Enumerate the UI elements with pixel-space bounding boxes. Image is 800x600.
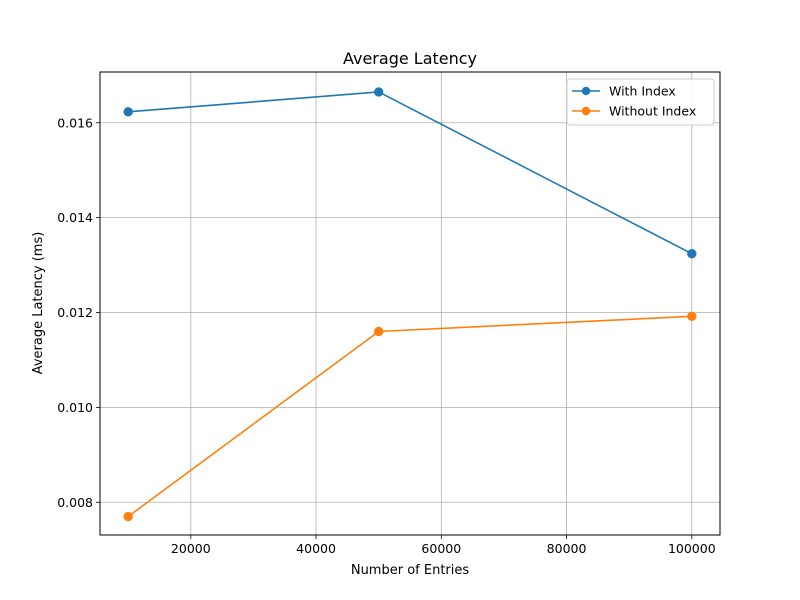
y-tick-label: 0.010 <box>57 400 93 415</box>
axis-ticks: 20000 40000 60000 80000 100000 0.008 0.010 0.01… <box>57 115 716 556</box>
data-point-with-index <box>373 87 384 97</box>
y-tick-label: 0.008 <box>57 495 93 510</box>
data-point-with-index <box>123 107 133 117</box>
y-axis-label: Average Latency (ms) <box>31 232 46 375</box>
legend-item-with-index: With Index <box>572 84 676 99</box>
data-point-with-index <box>687 248 697 259</box>
y-tick-label: 0.012 <box>57 305 93 320</box>
x-tick-label: 60000 <box>421 541 461 556</box>
legend-label: With Index <box>609 84 676 99</box>
data-point-without-index <box>373 326 384 337</box>
series-with-index <box>123 87 697 259</box>
x-axis-label: Number of Entries <box>351 563 470 578</box>
plot-frame <box>99 71 721 536</box>
x-tick-label: 100000 <box>668 541 716 556</box>
legend-swatch-marker <box>581 106 591 116</box>
legend-label: Without Index <box>609 104 696 119</box>
data-point-without-index <box>687 311 697 322</box>
x-tick-label: 80000 <box>547 541 587 556</box>
series-layer <box>123 87 697 522</box>
x-tick-label: 20000 <box>171 541 211 556</box>
legend-box <box>566 78 715 126</box>
legend-swatch-marker <box>581 86 591 96</box>
chart-title: Average Latency <box>343 49 477 68</box>
legend: With Index Without Index <box>566 78 715 126</box>
data-point-without-index <box>123 511 133 522</box>
y-tick-label: 0.016 <box>57 115 93 130</box>
series-without-index <box>123 311 697 522</box>
y-tick-label: 0.014 <box>57 210 93 225</box>
x-tick-label: 40000 <box>296 541 336 556</box>
legend-item-without-index: Without Index <box>572 104 696 119</box>
